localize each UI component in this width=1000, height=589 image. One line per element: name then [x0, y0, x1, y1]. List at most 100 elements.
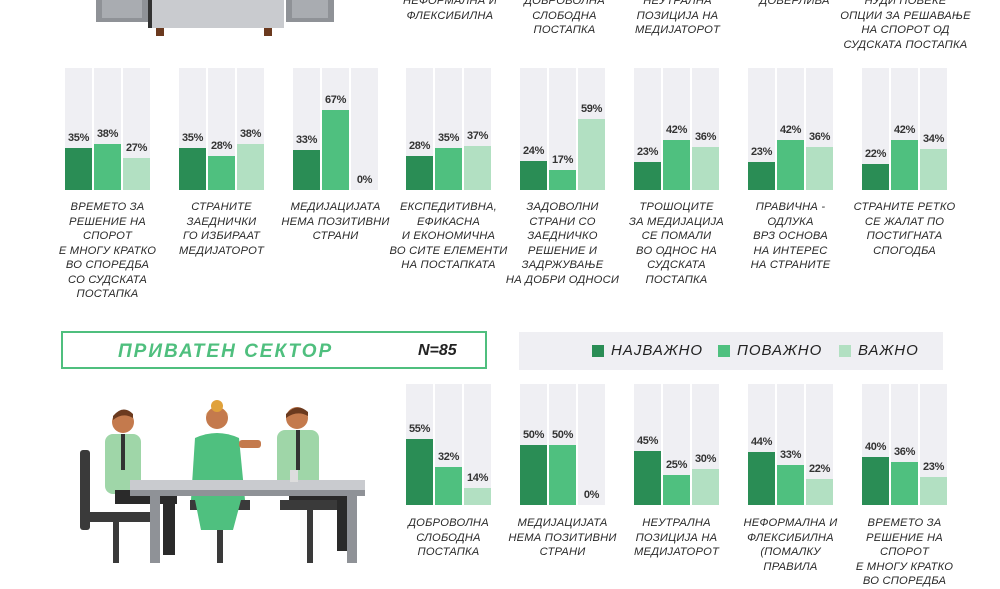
desk-illustration-top: [96, 0, 334, 36]
category-label: СТРАНИТЕ РЕТКО СЕ ЖАЛАТ ПО ПОСТИГНАТА СП…: [853, 201, 956, 257]
category-label: НЕФОРМАЛНА И ФЛЕКСИБИЛНА (ПОМАЛКУ ПРАВИЛ…: [743, 517, 838, 573]
bar-5-ПОВАЖНО: [549, 169, 576, 190]
bar-6-ВАЖНО: [692, 146, 719, 190]
value-label: 36%: [694, 130, 717, 143]
value-label: 23%: [636, 146, 659, 159]
value-label: 25%: [665, 459, 688, 471]
category-label: МЕДИЈАЦИЈАТА НЕМА ПОЗИТИВНИ СТРАНИ: [281, 201, 390, 242]
value-label: 50%: [522, 429, 545, 441]
value-label: 33%: [295, 134, 318, 147]
value-label: 28%: [210, 140, 233, 153]
value-label: 35%: [181, 132, 204, 144]
bar-7-ПОВАЖНО: [777, 139, 804, 190]
value-label: 67%: [324, 93, 347, 106]
bar-4-ВАЖНО: [464, 145, 491, 190]
bar-background: [464, 384, 491, 505]
bar-3-НАЈВАЖНО: [634, 451, 661, 505]
value-label: 23%: [750, 146, 773, 159]
bar-4-ПОВАЖНО: [435, 148, 462, 190]
bar-5-ПОВАЖНО: [891, 461, 918, 505]
bar-4-ВАЖНО: [806, 478, 833, 505]
bar-4-НАЈВАЖНО: [406, 156, 433, 190]
value-label: 37%: [466, 129, 489, 142]
top-cut-label-4: ДОВЕРЛИВА: [759, 0, 830, 7]
bar-5-ВАЖНО: [578, 119, 605, 190]
bar-8-ВАЖНО: [920, 149, 947, 190]
bar-8-ПОВАЖНО: [891, 139, 918, 190]
bar-3-ВАЖНО: [692, 469, 719, 505]
value-label: 38%: [96, 128, 119, 141]
value-label: 30%: [694, 453, 717, 465]
bar-1-ПОВАЖНО: [435, 466, 462, 505]
bar-3-НАЈВАЖНО: [293, 150, 320, 190]
bar-background: [351, 68, 378, 190]
value-label: 45%: [636, 435, 659, 447]
bar-1-НАЈВАЖНО: [406, 439, 433, 505]
bar-2-ВАЖНО: [237, 144, 264, 190]
value-label: 28%: [408, 140, 431, 153]
value-label: 40%: [864, 441, 887, 453]
bar-5-НАЈВАЖНО: [862, 457, 889, 505]
bar-4-НАЈВАЖНО: [748, 452, 775, 505]
value-label: 35%: [67, 132, 90, 144]
legend: НАЈВАЖНО ПОВАЖНО ВАЖНО: [519, 332, 943, 370]
value-label: 59%: [580, 103, 603, 116]
value-label: 22%: [864, 147, 887, 160]
meeting-illustration: [80, 400, 365, 563]
bar-1-ПОВАЖНО: [94, 144, 121, 190]
category-label: ВРЕМЕТО ЗА РЕШЕНИЕ НА СПОРОТ Е МНОГУ КРА…: [855, 517, 954, 587]
value-label: 44%: [750, 436, 773, 449]
category-label: НЕУТРАЛНА ПОЗИЦИЈА НА МЕДИЈАТОРОТ: [633, 517, 720, 558]
bar-1-НАЈВАЖНО: [65, 148, 92, 190]
value-label: 0%: [583, 489, 600, 501]
top-cut-label-1: НЕФОРМАЛНА И ФЛЕКСИБИЛНА: [403, 0, 497, 22]
value-label: 24%: [522, 145, 545, 158]
value-label: 38%: [239, 128, 262, 141]
bar-background: [578, 384, 605, 505]
value-label: 32%: [437, 450, 460, 463]
category-label: ДОБРОВОЛНА СЛОБОДНА ПОСТАПКА: [408, 517, 489, 558]
sector-header: ПРИВАТЕН СЕКТОР N=85: [61, 331, 487, 369]
category-label: ЗАДОВОЛНИ СТРАНИ СО ЗАЕДНИЧКО РЕШЕНИЕ И …: [505, 201, 620, 286]
value-label: 33%: [779, 449, 802, 462]
legend-label: НАЈВАЖНО: [611, 342, 704, 359]
value-label: 55%: [408, 423, 431, 435]
value-label: 35%: [437, 132, 460, 144]
value-label: 0%: [356, 174, 373, 186]
bar-8-НАЈВАЖНО: [862, 163, 889, 190]
bar-3-ПОВАЖНО: [322, 109, 349, 190]
category-label: МЕДИЈАЦИЈАТА НЕМА ПОЗИТИВНИ СТРАНИ: [508, 517, 617, 558]
bar-2-ПОВАЖНО: [549, 445, 576, 505]
bar-4-ПОВАЖНО: [777, 465, 804, 505]
bar-3-ПОВАЖНО: [663, 475, 690, 505]
bar-5-ВАЖНО: [920, 477, 947, 505]
legend-swatch: [718, 345, 730, 357]
value-label: 50%: [551, 429, 574, 441]
bar-6-НАЈВАЖНО: [634, 162, 661, 190]
category-label: ЕКСПЕДИТИВНА, ЕФИКАСНА И ЕКОНОМИЧНА ВО С…: [389, 201, 508, 271]
value-label: 42%: [779, 123, 802, 136]
bar-7-НАЈВАЖНО: [748, 162, 775, 190]
legend-swatch: [839, 345, 851, 357]
category-label: ПРАВИЧНА - ОДЛУКА ВРЗ ОСНОВА НА ИНТЕРЕС …: [750, 201, 831, 271]
top-cut-label-5: НУДИ ПОВЕЌЕ ОПЦИИ ЗА РЕШАВАЊЕ НА СПОРОТ …: [840, 0, 971, 51]
category-label: СТРАНИТЕ ЗАЕДНИЧКИ ГО ИЗБИРААТ МЕДИЈАТОР…: [178, 201, 265, 257]
category-label: ТРОШОЦИТЕ ЗА МЕДИЈАЦИЈА СЕ ПОМАЛИ ВО ОДН…: [629, 201, 724, 286]
sector-title: ПРИВАТЕН СЕКТОР: [118, 341, 334, 362]
value-label: 14%: [466, 472, 489, 485]
value-label: 27%: [125, 141, 148, 154]
bar-7-ВАЖНО: [806, 146, 833, 190]
category-label: ВРЕМЕТО ЗА РЕШЕНИЕ НА СПОРОТ Е МНОГУ КРА…: [58, 201, 157, 300]
value-label: 22%: [808, 462, 831, 475]
value-label: 42%: [665, 123, 688, 136]
bar-5-НАЈВАЖНО: [520, 161, 547, 190]
bar-2-НАЈВАЖНО: [179, 148, 206, 190]
bar-2-НАЈВАЖНО: [520, 445, 547, 505]
bar-2-ПОВАЖНО: [208, 156, 235, 190]
legend-label: ПОВАЖНО: [737, 342, 823, 359]
bar-1-ВАЖНО: [123, 157, 150, 190]
value-label: 42%: [893, 123, 916, 136]
legend-swatch: [592, 345, 604, 357]
value-label: 36%: [808, 130, 831, 143]
value-label: 17%: [551, 153, 574, 166]
